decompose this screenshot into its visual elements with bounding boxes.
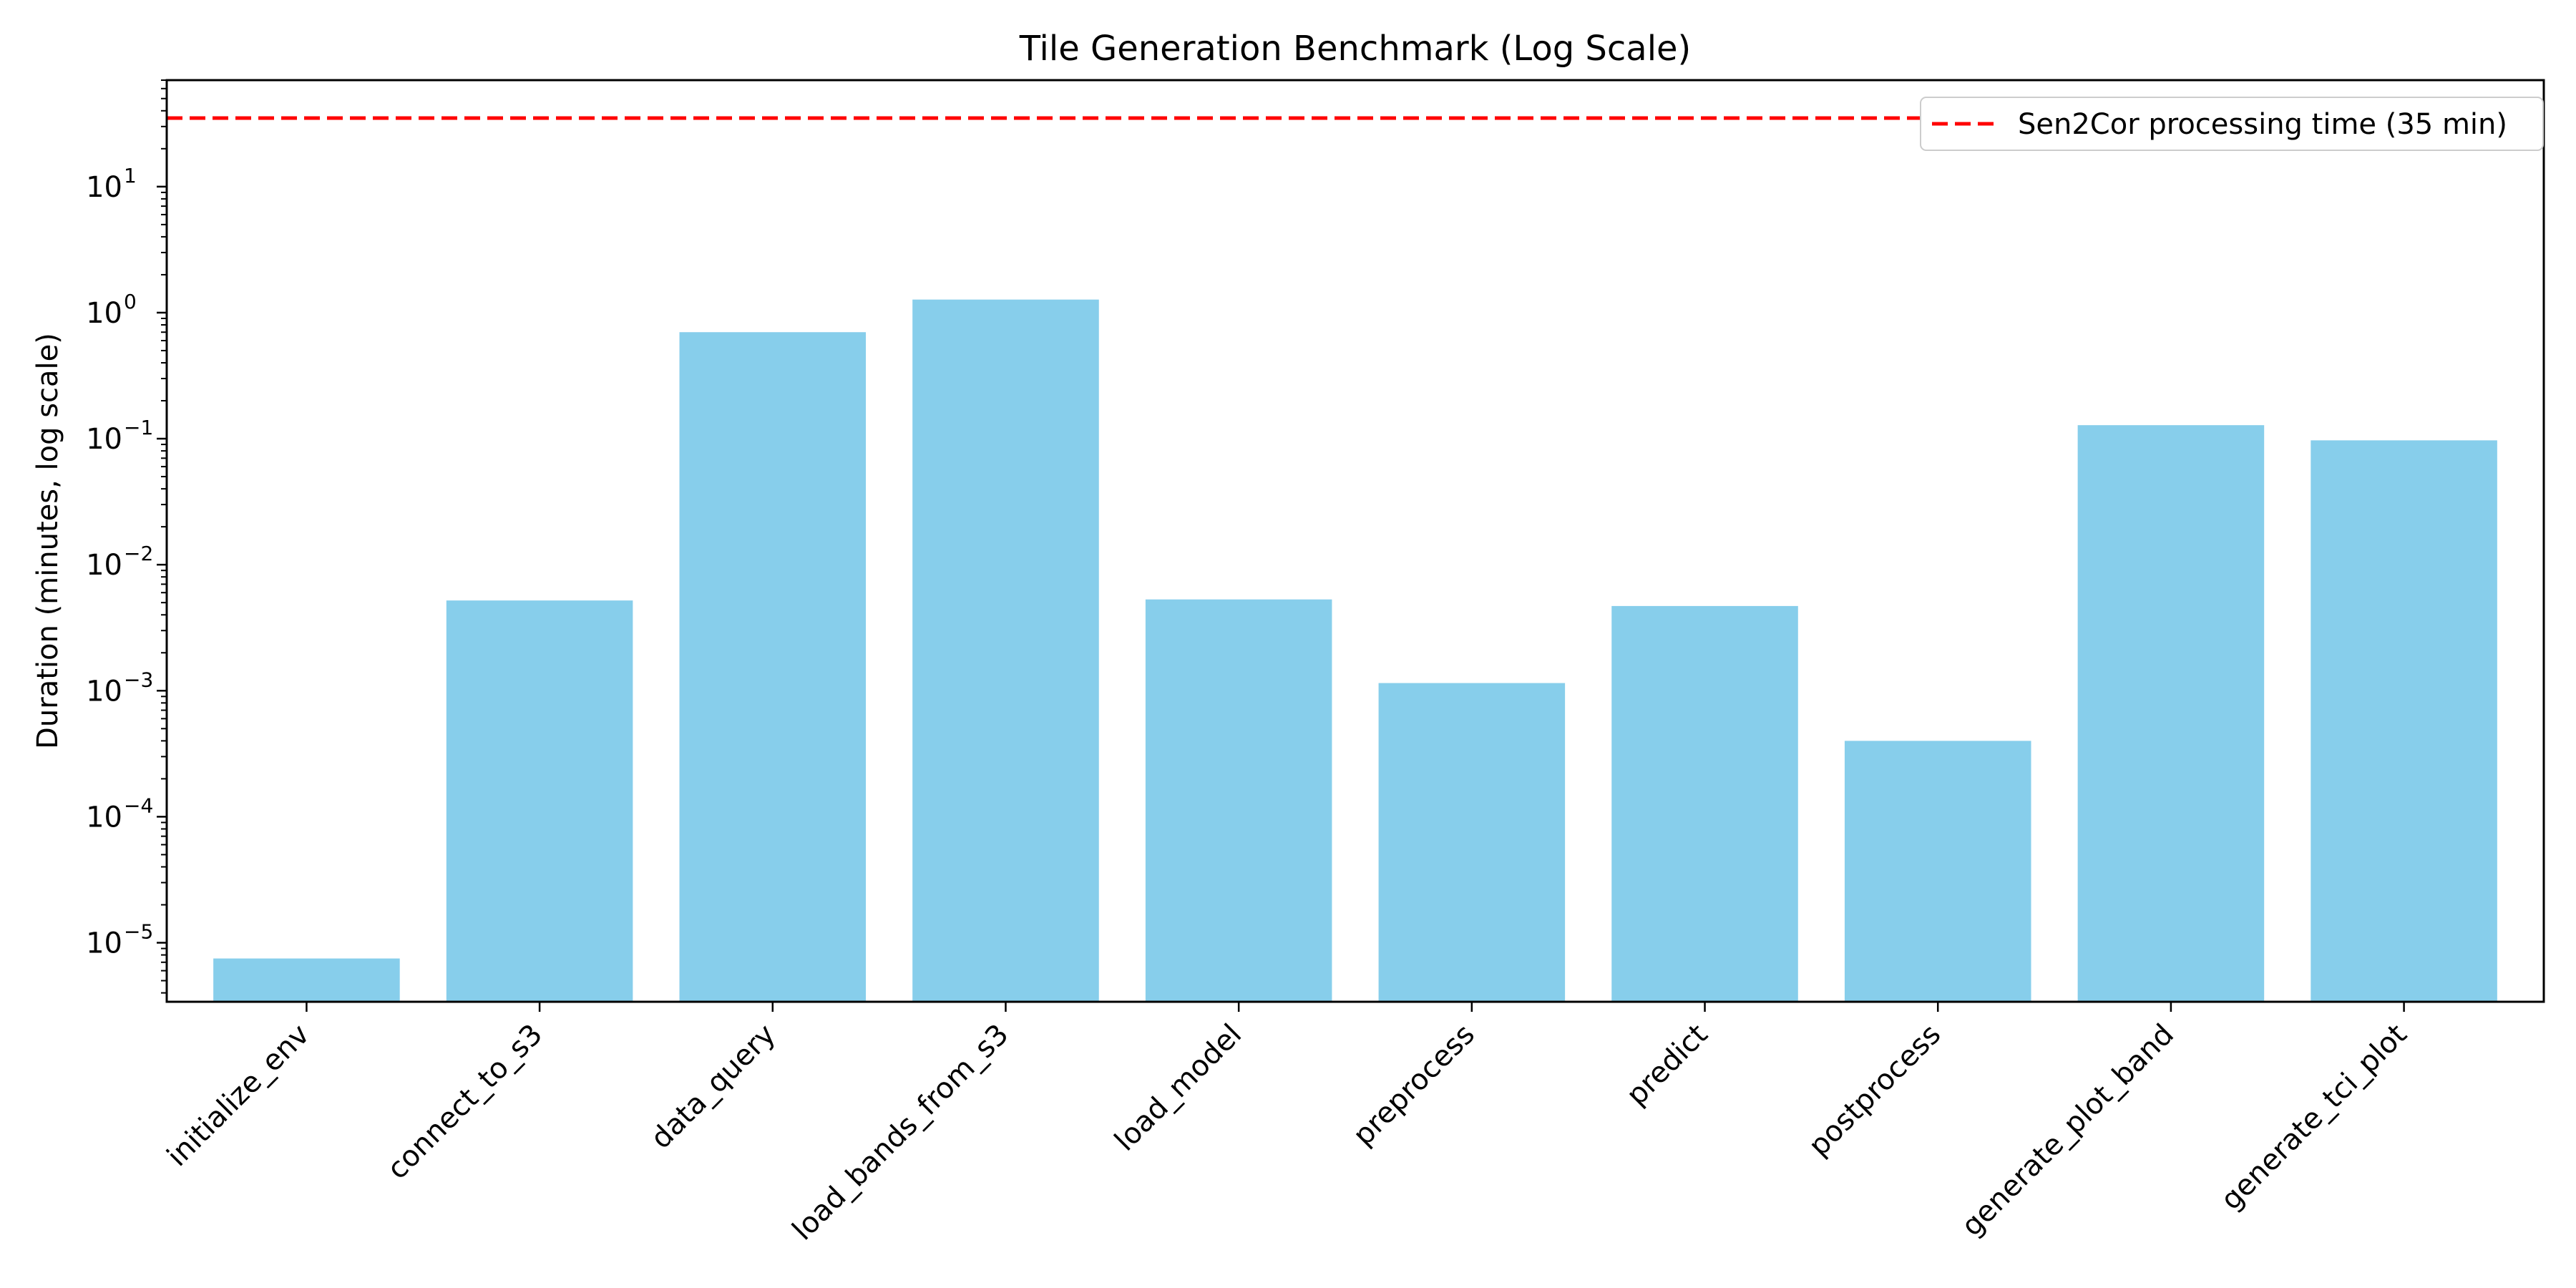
x-tick-label: generate_plot_band — [1956, 1018, 2180, 1243]
y-tick-label: 10 — [86, 675, 122, 708]
y-tick-label: 10 — [86, 801, 122, 834]
x-tick-label: initialize_env — [161, 1018, 316, 1174]
bar-initialize-env — [213, 958, 400, 1002]
bar-preprocess — [1378, 683, 1566, 1002]
y-axis-label: Duration (minutes, log scale) — [31, 333, 64, 749]
bar-load-model — [1145, 599, 1332, 1002]
x-tick-label: generate_tci_plot — [2215, 1018, 2414, 1217]
plot-frame — [165, 79, 2545, 1003]
y-tick-label: 10 — [86, 297, 122, 330]
y-tick-exponent: 1 — [124, 164, 137, 187]
x-tick-label: load_bands_from_s3 — [786, 1018, 1015, 1247]
bar-postprocess — [1844, 741, 2031, 1002]
bar-connect-to-s3 — [446, 600, 633, 1002]
y-tick-exponent: −3 — [124, 668, 153, 691]
x-tick-label: preprocess — [1347, 1018, 1481, 1153]
x-tick-label: connect_to_s3 — [381, 1018, 549, 1186]
bar-generate-tci-plot — [2311, 440, 2497, 1002]
y-tick-label: 10 — [86, 171, 122, 204]
y-tick-label: 10 — [86, 549, 122, 582]
legend-label: Sen2Cor processing time (35 min) — [2018, 108, 2507, 141]
x-tick-label: load_model — [1108, 1018, 1248, 1158]
y-tick-exponent: −5 — [124, 919, 153, 943]
x-axis-ticks: initialize_env connect_to_s3 data_query loa… — [161, 1002, 2414, 1246]
y-tick-exponent: −4 — [124, 794, 153, 817]
y-tick-label: 10 — [86, 927, 122, 960]
legend: Sen2Cor processing time (35 min) — [1920, 97, 2544, 151]
x-tick-label: data_query — [645, 1018, 782, 1156]
chart-title: Tile Generation Benchmark (Log Scale) — [1019, 29, 1692, 69]
x-tick-label: postprocess — [1802, 1018, 1947, 1163]
bar-load-bands-from-s3 — [912, 299, 1099, 1002]
bar-predict — [1611, 605, 1798, 1002]
y-tick-exponent: −2 — [124, 542, 153, 565]
y-tick-label: 10 — [86, 423, 122, 456]
legend-box — [1920, 97, 2544, 151]
x-tick-label: predict — [1620, 1018, 1714, 1112]
bar-data-query — [679, 332, 867, 1002]
y-tick-exponent: 0 — [124, 290, 137, 313]
bar-generate-plot-band — [2077, 425, 2265, 1002]
bars-group — [213, 299, 2497, 1002]
y-tick-exponent: −1 — [124, 416, 153, 439]
